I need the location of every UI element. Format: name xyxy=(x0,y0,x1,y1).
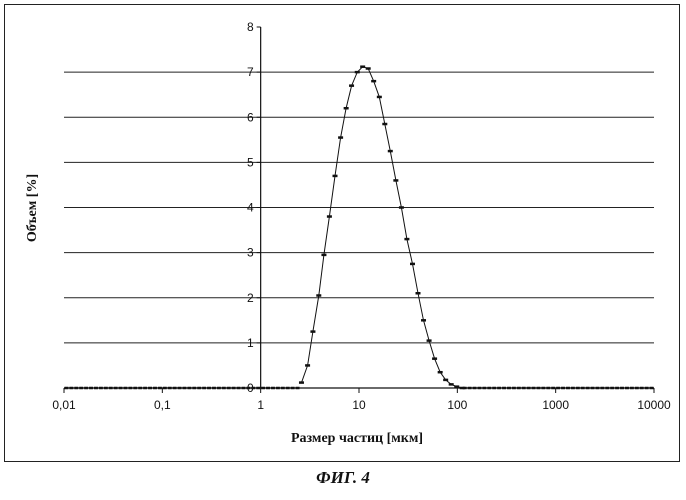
axis-layer xyxy=(64,27,654,393)
series-line xyxy=(302,67,463,388)
x-tick-labels: 0,01 0,1 1 10 100 1000 10000 xyxy=(52,398,671,412)
x-tick-label: 10 xyxy=(352,398,366,412)
y-tick-label: 7 xyxy=(247,65,254,79)
x-tick-label: 100 xyxy=(447,398,467,412)
figure-caption: ФИГ. 4 xyxy=(0,468,686,488)
x-axis-title: Размер частиц [мкм] xyxy=(291,431,423,446)
y-tick-labels: 012345678 xyxy=(247,20,254,395)
chart-svg: 0,010,1110100100010000 012345678 Размер … xyxy=(0,0,686,468)
y-tick-label: 3 xyxy=(247,246,254,260)
data-layer xyxy=(64,67,653,388)
x-tick-label: 10000 xyxy=(637,398,671,412)
x-tick-label: 0,1 xyxy=(154,398,171,412)
y-tick-label: 5 xyxy=(247,155,254,169)
x-tick-label: 1 xyxy=(257,398,264,412)
y-tick-label: 6 xyxy=(247,110,254,124)
y-tick-label: 4 xyxy=(247,201,254,215)
y-tick-label: 1 xyxy=(247,336,254,350)
x-tick-label: 1000 xyxy=(542,398,569,412)
grid-layer xyxy=(64,72,654,343)
x-tick-label: 0,01 xyxy=(52,398,76,412)
y-tick-label: 8 xyxy=(247,20,254,34)
y-axis-title: Объем [%] xyxy=(25,174,40,242)
y-tick-label: 2 xyxy=(247,291,254,305)
